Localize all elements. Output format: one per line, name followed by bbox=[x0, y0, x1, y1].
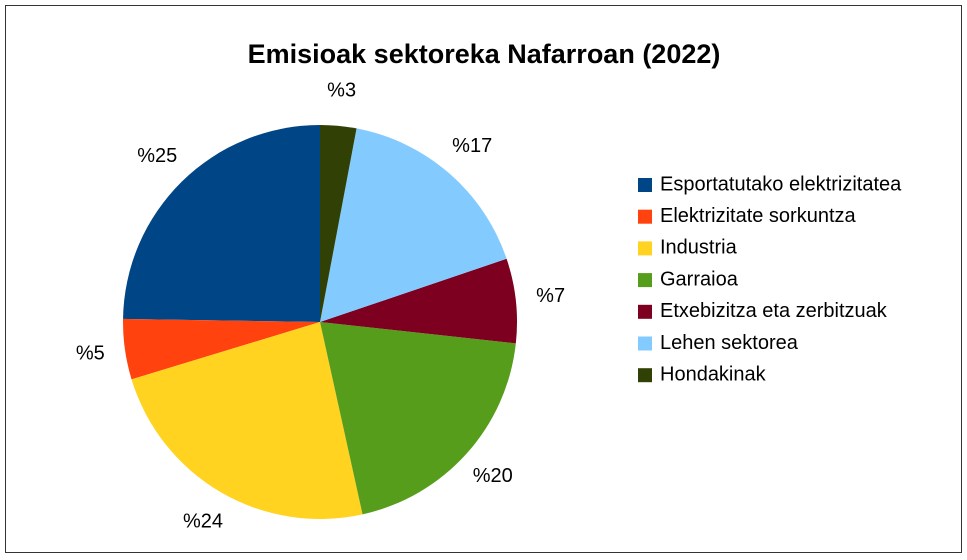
pie-slice bbox=[320, 322, 516, 515]
pie-slice bbox=[320, 258, 517, 344]
legend-swatch bbox=[638, 368, 652, 383]
pie-slice bbox=[320, 125, 357, 322]
data-label: %7 bbox=[536, 285, 565, 307]
legend-swatch bbox=[638, 304, 652, 319]
legend-label: Esportatutako elektrizitatea bbox=[660, 173, 902, 195]
legend-label: Elektrizitate sorkuntza bbox=[660, 205, 857, 227]
legend-swatch bbox=[638, 336, 652, 351]
legend-swatch bbox=[638, 178, 652, 192]
legend-swatch bbox=[638, 241, 652, 256]
legend-label: Lehen sektorea bbox=[660, 332, 799, 354]
legend-label: Etxebizitza eta zerbitzuak bbox=[660, 300, 888, 322]
pie-slice bbox=[320, 128, 507, 322]
data-label: %17 bbox=[452, 135, 492, 157]
legend-label: Industria bbox=[660, 237, 738, 259]
pie-slice bbox=[131, 322, 363, 519]
legend-label: Hondakinak bbox=[660, 363, 767, 385]
data-label: %25 bbox=[137, 145, 177, 167]
data-label: %24 bbox=[183, 511, 223, 533]
data-label: %3 bbox=[327, 79, 356, 101]
pie-slice bbox=[123, 318, 320, 380]
data-label: %5 bbox=[76, 343, 105, 365]
chart-title: Emisioak sektoreka Nafarroan (2022) bbox=[248, 39, 721, 69]
data-label: %20 bbox=[473, 465, 513, 487]
pie-slice bbox=[123, 125, 320, 322]
legend-swatch bbox=[638, 209, 652, 224]
legend-label: Garraioa bbox=[660, 268, 739, 290]
legend-swatch bbox=[638, 273, 652, 288]
